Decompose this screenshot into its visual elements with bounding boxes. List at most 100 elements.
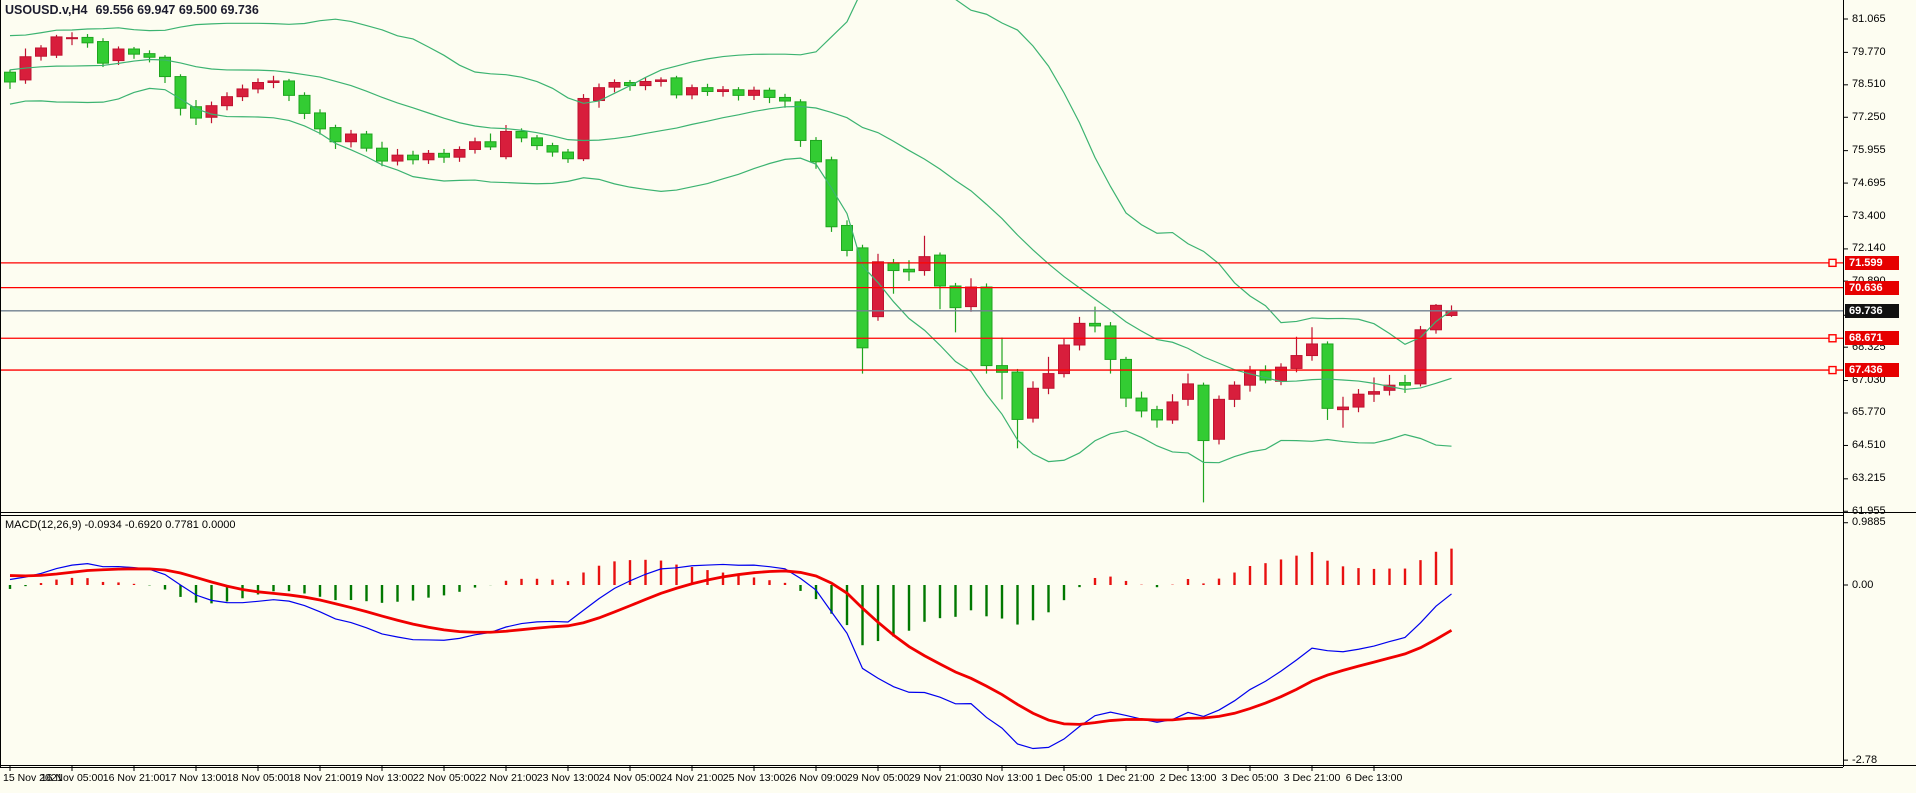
bull-candle [1042,373,1055,389]
bull-candle [1352,393,1365,408]
bear-candle [283,80,295,96]
bear-candle [903,268,915,273]
time-axis-label: 16 Nov 05:00 [40,772,104,784]
bear-candle [484,141,497,148]
bear-candle [314,112,326,130]
price-axis-label: 79.770 [1852,45,1886,58]
bear-candle [515,130,528,139]
price-axis-label: 77.250 [1852,110,1886,123]
macd-indicator-label: MACD(12,26,9) -0.0934 -0.6920 0.7781 0.0… [5,519,236,531]
price-axis-label: 63.215 [1852,472,1886,485]
bull-candle [639,80,652,87]
time-axis-label: 23 Nov 13:00 [536,772,600,784]
bear-candle [1151,409,1163,421]
bull-candle [748,89,760,96]
price-axis-label: 61.955 [1852,504,1886,517]
bear-candle [794,101,807,141]
bear-candle [810,139,822,163]
time-axis-label: 19 Nov 13:00 [350,772,414,784]
bull-candle [469,141,481,150]
bear-candle [1120,358,1132,399]
price-axis-label: 65.770 [1852,406,1886,419]
bull-candle [1058,344,1070,375]
time-axis-label: 26 Nov 09:00 [784,772,848,784]
level-price-tag: 70.636 [1845,280,1899,295]
time-axis-label: 29 Nov 05:00 [846,772,910,784]
bull-candle [608,81,621,88]
macd-axis-label: 0.9885 [1852,516,1886,529]
price-axis-label: 81.065 [1852,12,1886,25]
time-axis-label: 18 Nov 21:00 [288,772,352,784]
bear-candle [174,76,187,109]
bear-candle [1197,384,1210,442]
bull-candle [918,256,931,272]
bull-candle [717,89,729,93]
bear-candle [531,137,543,147]
panel-borders [0,0,1916,768]
bear-candle [407,154,419,161]
current-price-tag: 69.736 [1845,303,1899,318]
bull-candle [453,148,466,158]
level-line-handle[interactable] [1828,258,1837,268]
time-axis-label: 6 Dec 13:00 [1345,772,1403,784]
bear-candle [1135,397,1148,412]
bull-candle [1073,322,1086,346]
bull-candle [1182,383,1194,400]
bear-candle [97,41,109,64]
bollinger-middle-band [9,58,1452,391]
bull-candle [500,130,512,158]
level-line-handle[interactable] [1828,365,1837,375]
bear-candle [159,56,171,78]
bull-candle [345,133,357,143]
time-axis-label: 22 Nov 05:00 [412,772,476,784]
price-axis-label: 64.510 [1852,438,1886,451]
time-axis-label: 22 Nov 21:00 [474,772,538,784]
bear-candle [562,151,574,160]
bear-candle [190,106,202,119]
bear-candle [1011,371,1024,420]
bear-candle [670,77,683,96]
bull-candle [252,81,264,90]
price-axis-label: 74.695 [1852,176,1886,189]
bear-candle [1321,343,1334,409]
bull-candle [35,47,47,57]
time-axis-label: 29 Nov 21:00 [908,772,972,784]
horizontal-level-lines[interactable] [0,258,1843,375]
bull-candle [267,80,280,83]
price-axis-label: 72.140 [1852,242,1886,255]
bear-candle [934,254,946,287]
bull-candle [1166,401,1179,421]
bear-candle [438,152,450,158]
bull-candle [655,79,667,82]
axis-tick-marks [9,18,1848,771]
bull-candle [50,36,63,56]
bear-candle [1089,322,1101,327]
bear-candle [298,94,311,114]
macd-axis-label: -2.78 [1852,753,1878,766]
time-axis-label: 16 Nov 21:00 [102,772,166,784]
level-line-handle[interactable] [1828,334,1837,343]
macd-indicator [8,548,1453,750]
bull-candle [872,261,884,318]
bollinger-upper-band [9,0,1452,346]
bear-candle [128,48,140,55]
bear-candle [949,285,962,309]
time-axis-label: 17 Nov 13:00 [164,772,228,784]
bull-candle [112,48,125,62]
bear-candle [4,71,16,83]
bull-candle [1290,355,1303,369]
bull-candle [1244,370,1256,386]
bear-candle [763,89,776,98]
bull-candle [422,152,435,161]
bear-candle [732,89,745,96]
bear-candle [996,365,1008,373]
time-axis-label: 1 Dec 21:00 [1097,772,1155,784]
macd-signal-line [9,567,1453,726]
bull-candle [391,154,404,162]
bear-candle [376,147,388,162]
macd-axis-label: 0.00 [1852,578,1874,591]
bull-candle [221,96,233,107]
bear-candle [980,286,993,367]
level-price-tag: 67.436 [1845,363,1899,378]
